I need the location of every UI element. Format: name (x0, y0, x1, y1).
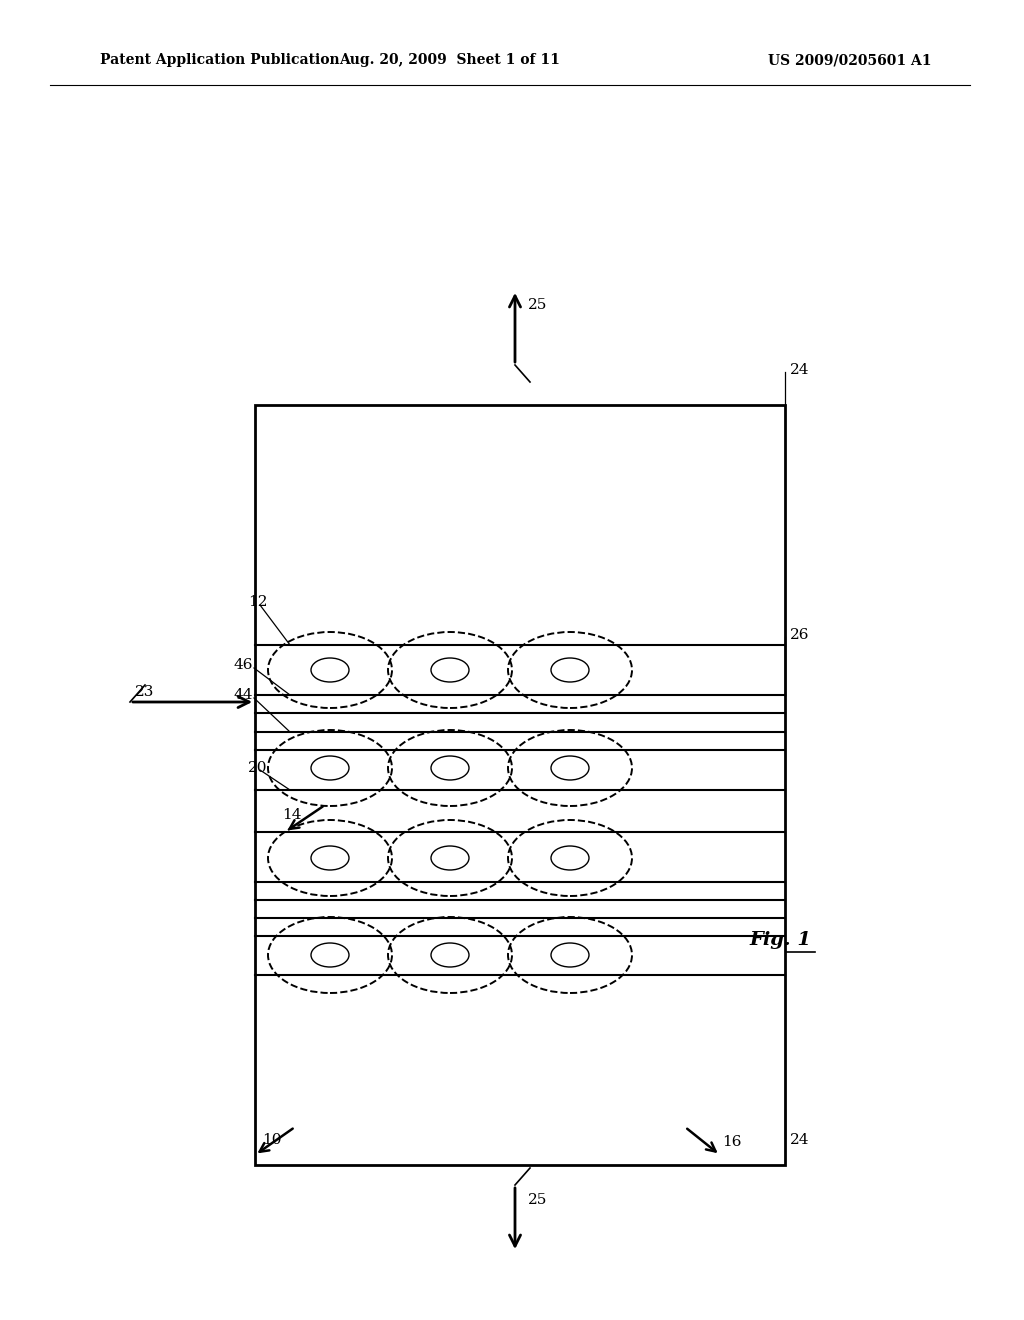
Text: Aug. 20, 2009  Sheet 1 of 11: Aug. 20, 2009 Sheet 1 of 11 (340, 53, 560, 67)
Text: 23: 23 (135, 685, 155, 700)
Text: 25: 25 (528, 1193, 548, 1206)
Text: 10: 10 (262, 1133, 282, 1147)
Text: 46: 46 (234, 657, 254, 672)
Text: 12: 12 (248, 595, 267, 609)
Text: 25: 25 (528, 298, 548, 312)
Text: Fig. 1: Fig. 1 (749, 931, 811, 949)
Text: US 2009/0205601 A1: US 2009/0205601 A1 (768, 53, 932, 67)
Text: 24: 24 (790, 1133, 810, 1147)
Text: 16: 16 (722, 1135, 741, 1148)
Text: 14: 14 (282, 808, 301, 822)
Bar (255, 405, 785, 1166)
Text: 26: 26 (790, 628, 810, 642)
Text: 44: 44 (234, 688, 254, 702)
Text: 24: 24 (790, 363, 810, 378)
Text: 20: 20 (248, 762, 267, 775)
Text: Patent Application Publication: Patent Application Publication (100, 53, 340, 67)
